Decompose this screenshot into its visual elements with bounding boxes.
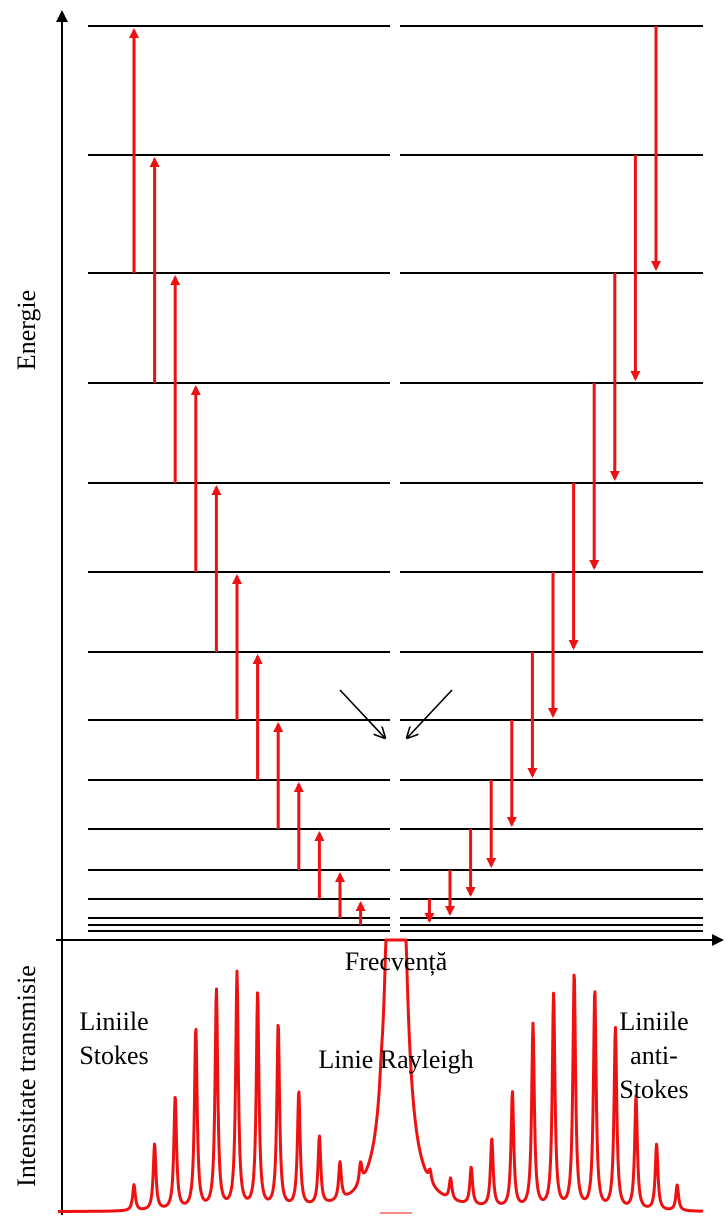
- rayleigh-pointer-right: [407, 689, 453, 738]
- stokes-label-line1: Liniile: [79, 1007, 148, 1036]
- labels: Energie Intensitate transmisie Frecvență…: [12, 290, 689, 1187]
- anti-stokes-label-line1: Liniile: [619, 1007, 688, 1036]
- spectrum-curve: [57, 938, 704, 1213]
- rayleigh-pointers: [339, 689, 453, 738]
- frequency-axis-label: Frecvență: [345, 947, 448, 976]
- transition-arrows: [129, 26, 661, 925]
- stokes-label-line2: Stokes: [79, 1041, 148, 1070]
- rayleigh-label: Linie Rayleigh: [318, 1045, 473, 1074]
- intensity-axis-label: Intensitate transmisie: [12, 965, 41, 1187]
- spectrum: [57, 938, 704, 1214]
- rayleigh-pointer-left: [339, 689, 385, 738]
- energy-levels: [88, 25, 703, 932]
- anti-stokes-label-line2: anti-: [630, 1041, 678, 1070]
- energy-axis-label: Energie: [12, 290, 41, 370]
- anti-stokes-label-line3: Stokes: [619, 1075, 688, 1104]
